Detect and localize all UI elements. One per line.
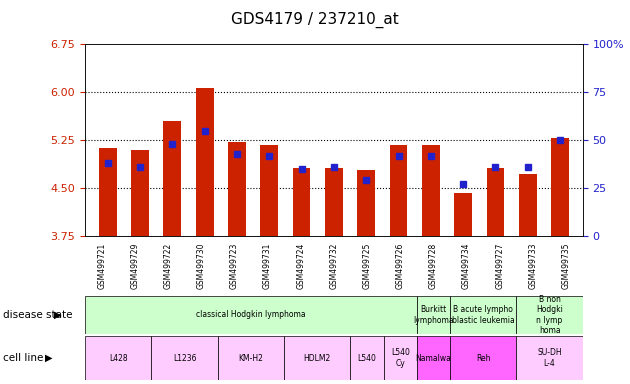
- Text: GSM499733: GSM499733: [529, 243, 537, 289]
- Text: GSM499726: GSM499726: [396, 243, 404, 289]
- Text: Burkitt
lymphoma: Burkitt lymphoma: [413, 305, 454, 324]
- Bar: [517, 336, 583, 380]
- Text: classical Hodgkin lymphoma: classical Hodgkin lymphoma: [196, 310, 306, 319]
- Text: GSM499721: GSM499721: [97, 243, 106, 289]
- Text: GSM499722: GSM499722: [164, 243, 173, 289]
- Bar: [389, 145, 408, 236]
- Text: Reh: Reh: [476, 354, 491, 362]
- Text: GSM499723: GSM499723: [230, 243, 239, 289]
- Bar: [99, 148, 117, 236]
- Bar: [260, 145, 278, 236]
- Text: HDLM2: HDLM2: [304, 354, 331, 362]
- Text: L540: L540: [358, 354, 377, 362]
- Text: GSM499725: GSM499725: [363, 243, 372, 289]
- Bar: [486, 168, 505, 236]
- Text: GSM499727: GSM499727: [495, 243, 504, 289]
- Text: GDS4179 / 237210_at: GDS4179 / 237210_at: [231, 12, 399, 28]
- Text: GSM499731: GSM499731: [263, 243, 272, 289]
- Bar: [218, 336, 284, 380]
- Text: SU-DH
L-4: SU-DH L-4: [537, 348, 562, 368]
- Bar: [350, 336, 384, 380]
- Bar: [517, 296, 583, 334]
- Text: Namalwa: Namalwa: [416, 354, 451, 362]
- Text: GSM499724: GSM499724: [296, 243, 305, 289]
- Text: GSM499728: GSM499728: [429, 243, 438, 289]
- Bar: [151, 336, 218, 380]
- Bar: [450, 296, 517, 334]
- Text: B non
Hodgki
n lymp
homa: B non Hodgki n lymp homa: [536, 295, 563, 335]
- Text: ▶: ▶: [45, 353, 52, 363]
- Text: ▶: ▶: [54, 310, 62, 320]
- Bar: [551, 138, 569, 236]
- Bar: [384, 336, 417, 380]
- Bar: [163, 121, 181, 236]
- Text: GSM499735: GSM499735: [562, 243, 571, 289]
- Text: disease state: disease state: [3, 310, 72, 320]
- Text: L428: L428: [109, 354, 127, 362]
- Text: GSM499730: GSM499730: [197, 243, 205, 289]
- Text: cell line: cell line: [3, 353, 43, 363]
- Bar: [450, 336, 517, 380]
- Bar: [417, 336, 450, 380]
- Text: GSM499732: GSM499732: [329, 243, 338, 289]
- Bar: [422, 145, 440, 236]
- Text: L1236: L1236: [173, 354, 197, 362]
- Bar: [325, 168, 343, 236]
- Bar: [228, 142, 246, 236]
- Text: KM-H2: KM-H2: [239, 354, 263, 362]
- Bar: [293, 168, 311, 236]
- Bar: [131, 151, 149, 236]
- Bar: [196, 88, 214, 236]
- Bar: [417, 296, 450, 334]
- Bar: [85, 336, 151, 380]
- Bar: [284, 336, 350, 380]
- Text: B acute lympho
blastic leukemia: B acute lympho blastic leukemia: [452, 305, 515, 324]
- Text: GSM499729: GSM499729: [130, 243, 139, 289]
- Bar: [519, 174, 537, 236]
- Text: L540
Cy: L540 Cy: [391, 348, 410, 368]
- Bar: [454, 193, 472, 236]
- Bar: [357, 170, 375, 236]
- Bar: [85, 296, 417, 334]
- Text: GSM499734: GSM499734: [462, 243, 471, 289]
